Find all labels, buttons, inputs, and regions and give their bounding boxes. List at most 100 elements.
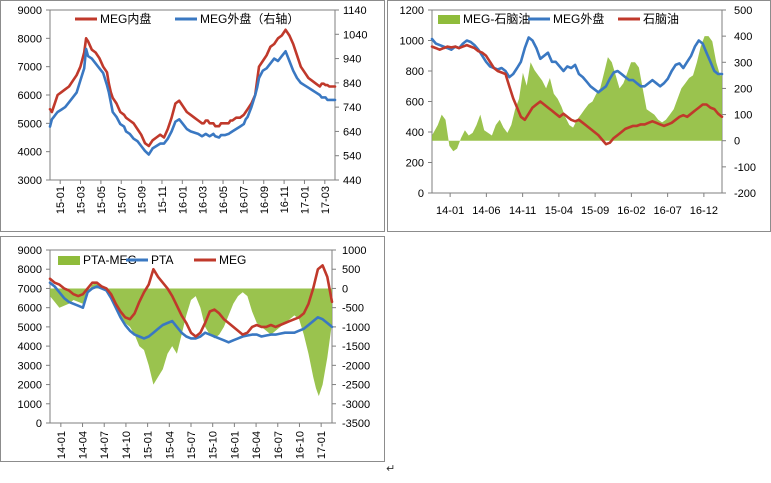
x-axis-label-2: 15-05 [96,186,108,214]
left-axis-label-8: 8000 [18,264,42,276]
legend-label-2: 石脑油 [643,12,679,26]
right-axis-label-1: 540 [343,151,361,163]
x-axis-label-8: 16-01 [229,431,241,459]
x-axis-label-2: 14-07 [99,431,111,459]
right-axis-label-4: 200 [734,83,752,95]
right-axis-label-4: -1500 [342,341,370,353]
right-axis-label-7: 0 [342,283,348,295]
right-axis-label-0: -3500 [342,418,370,430]
x-axis-label-7: 16-03 [198,186,210,214]
right-axis-label-1: -3000 [342,399,370,411]
legend-label-0: PTA-MEG [83,253,137,267]
right-axis-label-3: -2000 [342,360,370,372]
line-series-2 [430,43,724,146]
left-axis-label-6: 9000 [18,5,42,17]
legend-swatch-0 [58,256,80,265]
x-axis-label-10: 16-07 [273,431,285,459]
legend-label-1: PTA [151,253,173,267]
x-axis-label-5: 15-11 [157,186,169,213]
x-axis-label-0: 15-01 [55,186,67,214]
legend-label-0: MEG内盘 [100,11,151,26]
x-axis-label-3: 14-10 [121,431,133,459]
left-axis-label-9: 9000 [18,245,42,257]
line-series-2 [48,47,337,156]
x-axis-label-4: 15-09 [581,205,609,217]
left-axis-label-3: 3000 [18,360,42,372]
right-axis-label-6: 400 [734,31,752,43]
left-axis-label-4: 7000 [18,62,42,74]
left-axis-label-2: 5000 [18,118,42,130]
x-axis-label-0: 14-01 [56,431,68,459]
x-axis-label-4: 15-09 [137,186,149,214]
left-axis-label-7: 7000 [18,283,42,295]
x-axis-label-12: 17-01 [299,186,311,214]
right-axis-label-8: 500 [342,264,360,276]
x-axis-label-9: 16-07 [238,186,250,214]
x-axis-label-11: 16-10 [294,431,306,459]
legend-label-0: MEG-石脑油 [463,12,530,26]
right-axis-label-2: -2500 [342,380,370,392]
x-axis-label-12: 17-01 [316,431,328,459]
legend-label-1: MEG外盘 [553,11,604,26]
left-axis-label-0: 0 [418,188,424,200]
left-axis-label-2: 400 [406,127,424,139]
left-axis-label-1: 200 [406,158,424,170]
right-axis-label-5: -1000 [342,322,370,334]
left-axis-label-6: 1200 [400,5,424,17]
right-axis-label-6: -500 [342,303,364,315]
x-axis-label-0: 14-01 [436,205,464,217]
left-axis-label-4: 800 [406,66,424,78]
right-axis-label-2: 0 [734,136,740,148]
x-axis-label-9: 16-04 [251,431,263,459]
right-axis-label-3: 100 [734,110,752,122]
right-axis-label-0: 440 [343,175,361,187]
left-axis-label-4: 4000 [18,341,42,353]
line-series-1 [48,281,334,344]
x-axis-label-3: 15-04 [545,205,573,217]
left-axis-label-5: 5000 [18,322,42,334]
line-series-1 [48,28,337,148]
left-axis-label-5: 1000 [400,36,424,48]
left-axis-label-2: 2000 [18,380,42,392]
line-series-2 [48,264,334,338]
legend-label-1: MEG外盘（右轴） [200,11,299,26]
x-axis-label-1: 14-04 [78,431,90,459]
x-axis-label-6: 15-07 [186,431,198,459]
right-axis-label-5: 940 [343,54,361,66]
plot-area [49,249,333,424]
left-axis-label-1: 4000 [18,147,42,159]
left-axis-label-1: 1000 [18,399,42,411]
right-axis-label-7: 500 [734,5,752,17]
right-axis-label-7: 1140 [343,5,367,17]
right-axis-label-1: -100 [734,162,756,174]
x-axis-label-1: 14-06 [472,205,500,217]
right-axis-label-0: -200 [734,188,756,200]
right-axis-label-5: 300 [734,57,752,69]
right-axis-label-2: 640 [343,126,361,138]
x-axis-label-6: 16-07 [654,205,682,217]
x-axis-label-1: 15-03 [76,186,88,214]
x-axis-label-5: 16-02 [617,205,645,217]
x-axis-label-3: 15-07 [116,186,128,214]
legend-label-2: MEG [219,253,246,267]
x-axis-label-6: 16-01 [177,186,189,214]
chart-3: 0100020003000400050006000700080009000-35… [0,236,385,462]
left-axis-label-5: 8000 [18,33,42,45]
chart-2: 0 200 400 600 800 1000 1200 -200 -100 0 100 200 300 4… [387,0,771,232]
plot-area [49,9,336,181]
right-axis-label-4: 840 [343,78,361,90]
x-axis-label-5: 15-04 [164,431,176,459]
right-axis-label-9: 1000 [342,245,366,257]
x-axis-label-2: 14-11 [509,205,536,217]
x-axis-label-7: 15-10 [208,431,220,459]
x-axis-label-10: 16-09 [259,186,271,214]
right-axis-label-3: 740 [343,102,361,114]
left-axis-label-0: 0 [36,418,42,430]
left-axis-label-3: 6000 [18,90,42,102]
x-axis-label-13: 17-03 [320,186,332,214]
x-axis-label-4: 15-01 [143,431,155,459]
left-axis-label-0: 3000 [18,175,42,187]
x-axis-label-11: 16-11 [279,186,291,213]
